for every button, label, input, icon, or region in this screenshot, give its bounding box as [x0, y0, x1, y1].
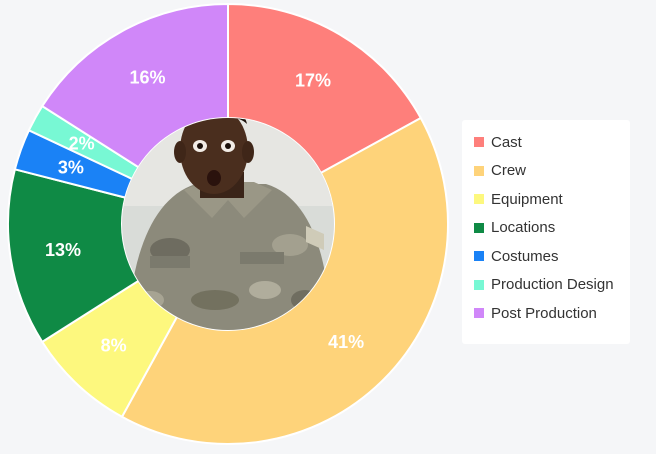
legend-item-crew[interactable]: Crew	[474, 157, 630, 186]
legend-label: Cast	[491, 133, 522, 151]
legend-item-costumes[interactable]: Costumes	[474, 242, 630, 271]
legend-swatch	[474, 251, 484, 262]
legend-item-production-design[interactable]: Production Design	[474, 271, 630, 300]
slice-label-equipment: 8%	[101, 336, 127, 356]
legend-label: Equipment	[491, 190, 563, 208]
legend-swatch	[474, 165, 484, 176]
legend-swatch	[474, 137, 484, 148]
legend-swatch	[474, 194, 484, 205]
slice-crew	[120, 116, 449, 445]
center-photo	[122, 118, 334, 330]
legend-item-post-production[interactable]: Post Production	[474, 299, 630, 328]
slice-label-costumes: 3%	[58, 157, 84, 177]
legend-label: Costumes	[491, 247, 559, 265]
legend-label: Production Design	[491, 276, 614, 294]
slice-labels-group: 17% 41% 8% 13% 3% 2% 16%	[45, 68, 364, 356]
legend-item-cast[interactable]: Cast	[474, 128, 630, 157]
slice-label-cast: 17%	[295, 70, 331, 90]
slice-label-locations: 13%	[45, 240, 81, 260]
legend-swatch	[474, 222, 484, 233]
slice-label-crew: 41%	[328, 332, 364, 352]
legend-label: Post Production	[491, 304, 597, 322]
slice-label-post-production: 16%	[130, 68, 166, 88]
chart-legend: Cast Crew Equipment Locations Costumes Produc…	[462, 120, 630, 344]
legend-item-locations[interactable]: Locations	[474, 214, 630, 243]
legend-label: Crew	[491, 162, 527, 180]
slice-label-production-design: 2%	[69, 134, 95, 154]
legend-swatch	[474, 308, 484, 319]
legend-label: Locations	[491, 219, 556, 237]
legend-item-equipment[interactable]: Equipment	[474, 185, 630, 214]
legend-swatch	[474, 279, 484, 290]
